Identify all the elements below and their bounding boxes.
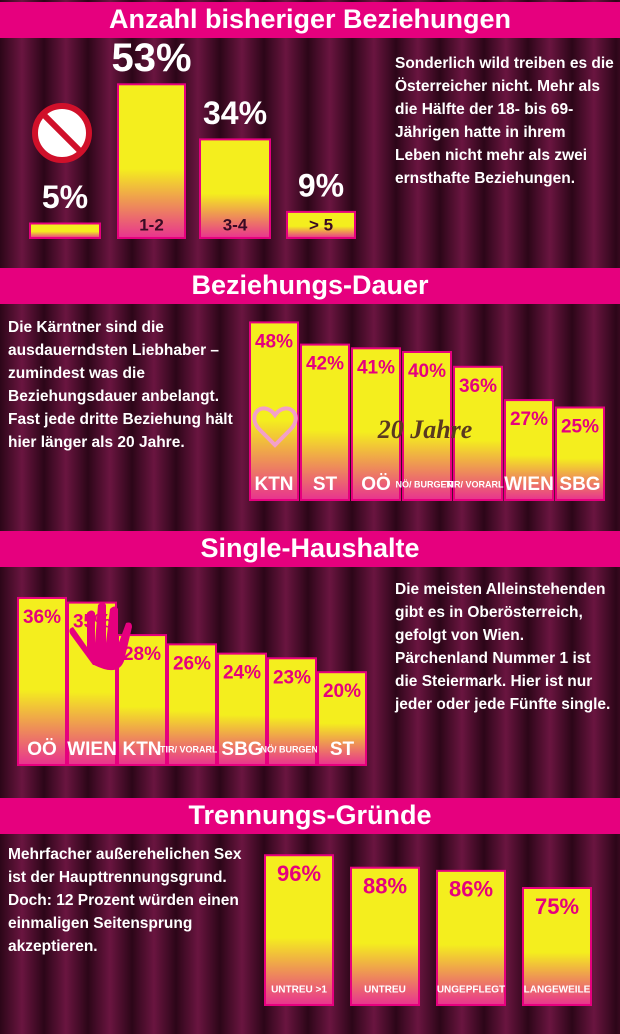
bar xyxy=(350,866,420,1006)
value-label: 48% xyxy=(255,331,293,352)
category-label: ST xyxy=(330,739,355,760)
bar xyxy=(286,210,356,239)
bar xyxy=(317,671,367,767)
value-label: 5% xyxy=(42,179,88,215)
icon xyxy=(40,111,84,155)
value-label: 36% xyxy=(23,607,61,628)
chart-title: Single-Haushalte xyxy=(200,533,419,563)
value-label: 42% xyxy=(306,354,344,375)
category-label: SBG xyxy=(221,739,262,760)
value-label: 9% xyxy=(298,167,344,203)
bar xyxy=(217,652,267,767)
bar xyxy=(504,399,554,502)
bar xyxy=(267,657,317,767)
annotation: 20 Jahre xyxy=(377,415,473,444)
title-bar xyxy=(0,2,620,38)
category-label: KTN xyxy=(254,474,293,495)
value-label: 24% xyxy=(223,663,261,684)
value-label: 23% xyxy=(273,667,311,688)
bar xyxy=(300,343,350,501)
category-label: SBG xyxy=(559,474,600,495)
value-label: 41% xyxy=(357,357,395,378)
chart-title: Anzahl bisheriger Beziehungen xyxy=(109,4,511,34)
bar xyxy=(199,138,271,239)
category-label: NÖ/ BURGENL xyxy=(396,479,460,489)
bar xyxy=(436,869,506,1007)
bar xyxy=(167,643,217,766)
bar xyxy=(522,887,592,1006)
description: Sonderlich wild treiben es die Österreic… xyxy=(395,55,614,187)
category-label: WIEN xyxy=(504,474,554,495)
bar xyxy=(117,634,167,767)
category-label: > 5 xyxy=(309,215,333,234)
category-label: UNTREU >1 xyxy=(271,985,327,996)
category-label: NÖ/ BURGENL xyxy=(261,744,325,754)
value-label: 20% xyxy=(323,681,361,702)
value-label: 75% xyxy=(535,894,579,919)
bar xyxy=(555,406,605,501)
value-label: 36% xyxy=(459,376,497,397)
value-label: 27% xyxy=(510,409,548,430)
value-label: 28% xyxy=(123,644,161,665)
value-label: 25% xyxy=(561,417,599,438)
category-label: WIEN xyxy=(67,739,117,760)
category-label: UNGEPFLEGT xyxy=(437,985,505,996)
bar xyxy=(264,854,334,1006)
description: Die meisten Alleinstehenden gibt es in O… xyxy=(395,581,611,713)
value-label: 88% xyxy=(363,874,407,899)
category-label: 1-2 xyxy=(139,215,164,234)
description: Mehrfacher außerehelichen Sex ist der Ha… xyxy=(8,846,242,955)
bar xyxy=(402,351,452,501)
value-label: 53% xyxy=(111,36,191,80)
value-label: 96% xyxy=(277,861,321,886)
value-label: 86% xyxy=(449,877,493,902)
category-label: UNTREU xyxy=(364,985,406,996)
category-label: 3-4 xyxy=(223,215,248,234)
category-label: OÖ xyxy=(361,474,391,495)
category-label: ST xyxy=(313,474,338,495)
title-bar xyxy=(0,531,620,567)
category-label: OÖ xyxy=(27,739,57,760)
bar xyxy=(17,596,67,767)
value-label: 40% xyxy=(408,361,446,382)
bar xyxy=(29,222,101,239)
bar xyxy=(117,83,186,239)
category-label: TIR/ VORARLB xyxy=(446,479,510,489)
bar xyxy=(453,365,503,501)
value-label: 34% xyxy=(203,95,267,131)
title-bar xyxy=(0,798,620,834)
chart-title: Beziehungs-Dauer xyxy=(191,270,429,300)
value-label: 26% xyxy=(173,653,211,674)
icon xyxy=(252,406,298,448)
bar xyxy=(351,347,401,501)
category-label: TIR/ VORARLB xyxy=(160,744,224,754)
category-label: LANGEWEILE xyxy=(524,985,591,996)
description: Die Kärntner sind die ausdauerndsten Lie… xyxy=(8,319,233,451)
chart-title: Trennungs-Gründe xyxy=(189,800,432,830)
title-bar xyxy=(0,268,620,304)
category-label: KTN xyxy=(122,739,161,760)
icon xyxy=(69,602,132,671)
